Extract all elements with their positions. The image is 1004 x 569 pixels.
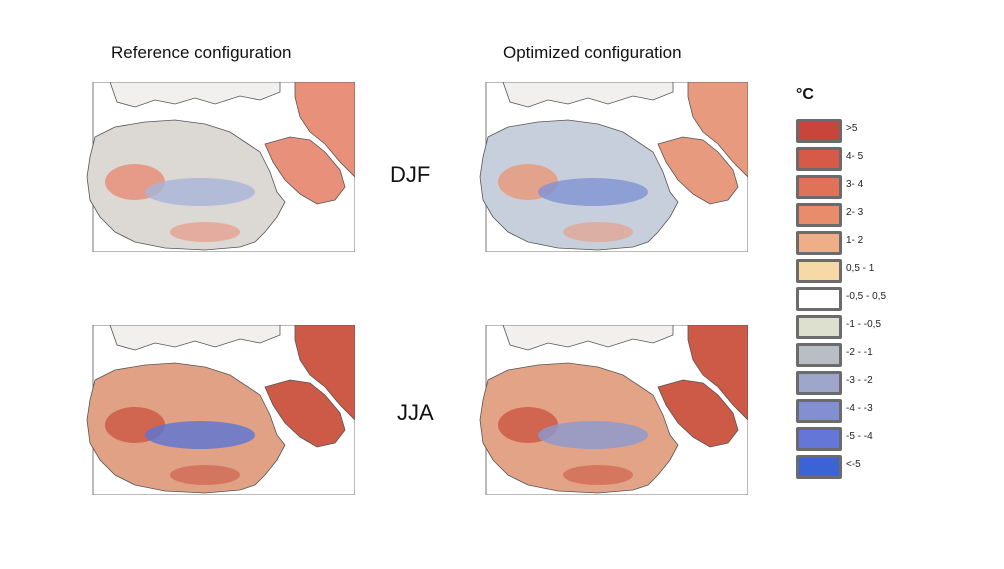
legend-swatch [796,455,842,479]
legend-row: -0,5 - 0,5 [796,284,916,312]
cool-anomaly-region [145,178,255,206]
legend-row: -3 - -2 [796,368,916,396]
legend-swatch [796,231,842,255]
legend-swatch [796,399,842,423]
legend-swatch [796,203,842,227]
arabia-landmass [264,136,346,205]
map-reference-jja [55,325,355,495]
cool-anomaly-region [538,178,648,206]
legend-label: -2 - -1 [846,347,873,358]
legend-label: 2- 3 [846,207,864,218]
legend-row: <-5 [796,452,916,480]
asia-landmass [687,82,748,178]
arabia-landmass [264,379,346,448]
legend-swatch [796,119,842,143]
legend-swatch [796,343,842,367]
legend-row: -2 - -1 [796,340,916,368]
legend-row: >5 [796,116,916,144]
legend-row: -5 - -4 [796,424,916,452]
legend-row: 4- 5 [796,144,916,172]
asia-landmass [687,325,748,421]
legend-row: 2- 3 [796,200,916,228]
cool-anomaly-region [538,421,648,449]
warm-anomaly-region [563,465,633,485]
legend-swatch [796,315,842,339]
arabia-landmass [657,136,739,205]
legend-label: >5 [846,123,858,134]
legend-swatch [796,427,842,451]
legend-label: <-5 [846,459,861,470]
map-svg [86,82,355,252]
europe-landmass [502,82,674,108]
warm-anomaly-region [563,222,633,242]
legend-label: -5 - -4 [846,431,873,442]
map-svg [479,82,748,252]
legend-label: -0,5 - 0,5 [846,291,887,302]
reference-configuration-title: Reference configuration [111,43,292,62]
legend-swatch [796,371,842,395]
legend-label: 0,5 - 1 [846,263,875,274]
legend-swatch [796,175,842,199]
legend-swatch [796,287,842,311]
legend-swatch [796,259,842,283]
legend-label: 3- 4 [846,179,864,190]
map-optimized-jja [448,325,748,495]
legend-row: -1 - -0,5 [796,312,916,340]
optimized-configuration-title: Optimized configuration [503,43,682,62]
legend-row: 0,5 - 1 [796,256,916,284]
europe-landmass [109,325,281,351]
map-optimized-djf [448,82,748,252]
map-svg [86,325,355,495]
legend-swatch [796,147,842,171]
warm-anomaly-region [170,222,240,242]
legend-row: -4 - -3 [796,396,916,424]
legend-row: 1- 2 [796,228,916,256]
europe-landmass [109,82,281,108]
cool-anomaly-region [145,421,255,449]
arabia-landmass [657,379,739,448]
legend-row: 3- 4 [796,172,916,200]
legend-label: 1- 2 [846,235,864,246]
europe-landmass [502,325,674,351]
asia-landmass [294,82,355,178]
asia-landmass [294,325,355,421]
legend-label: -1 - -0,5 [846,319,882,330]
season-label-djf: DJF [390,162,431,187]
map-reference-djf [55,82,355,252]
season-label-jja: JJA [397,400,434,425]
map-svg [479,325,748,495]
color-legend: >5 4- 5 3- 4 2- 3 1- 2 0,5 - 1 -0,5 - 0,5 -1 - … [796,116,916,480]
legend-label: -4 - -3 [846,403,873,414]
warm-anomaly-region [170,465,240,485]
legend-label: -3 - -2 [846,375,873,386]
legend-unit: °C [796,86,814,103]
legend-label: 4- 5 [846,151,864,162]
